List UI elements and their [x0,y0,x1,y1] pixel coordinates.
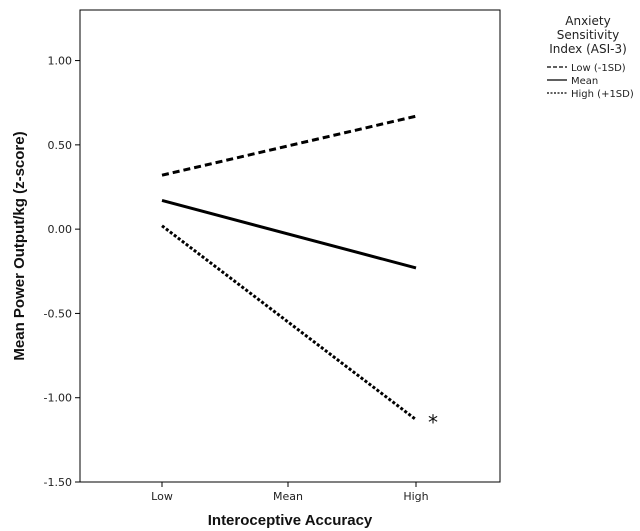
y-tick-label: -1.50 [44,476,72,489]
legend-label-0: Low (-1SD) [571,63,626,74]
legend-label-1: Mean [571,76,598,87]
x-axis-title: Interoceptive Accuracy [208,512,373,529]
series-lines [161,114,417,421]
y-tick-label: 1.00 [48,55,73,68]
x-tick-label: Mean [273,490,303,503]
legend-title-line-1: Anxiety [565,14,610,28]
y-axis: 1.00 0.50 0.00 -0.50 -1.00 -1.50 [44,55,80,489]
series-line-1 [161,199,417,270]
x-tick-label: High [403,490,428,503]
x-axis: Low Mean High [151,482,429,503]
x-tick-label: Low [151,490,173,503]
legend-label-2: High (+1SD) [571,89,634,100]
plot-frame [79,9,501,483]
y-tick-label: 0.00 [48,223,73,236]
y-tick-label: -1.00 [44,392,72,405]
y-tick-label: -0.50 [44,307,72,320]
legend: Anxiety Sensitivity Index (ASI-3) Low (-… [547,14,634,100]
y-tick-label: 0.50 [48,139,73,152]
legend-entries: Low (-1SD) Mean High (+1SD) [547,63,634,100]
legend-title-line-2: Sensitivity [557,28,619,42]
legend-title-line-3: Index (ASI-3) [549,42,627,56]
series-line-2 [161,224,417,421]
significance-marker: * [428,411,438,435]
y-axis-title: Mean Power Output/kg (z-score) [11,131,28,360]
annotations: * [428,411,438,435]
